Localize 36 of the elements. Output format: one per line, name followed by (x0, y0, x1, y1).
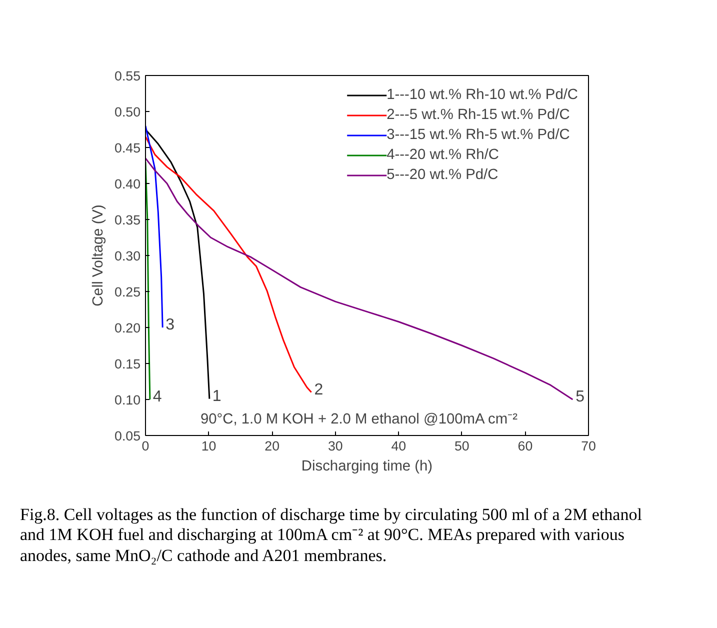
y-tick-label: 0.20 (114, 320, 141, 336)
caption: Fig.8. Cell voltages as the function of discharge time by circulating 500 ml of a 2M ethanol and 1M KOH fuel and discharging at 100mA cm⁻² at 90°C. MEAs prepared with various anodes, same MnO₂/C cathode and A201 membranes. (20, 505, 643, 566)
x-tick-label: 30 (328, 438, 343, 454)
legend-label: 3---15 wt.% Rh-5 wt.% Pd/C (386, 127, 570, 143)
y-tick-label: 0.35 (114, 212, 141, 228)
x-tick-label: 10 (201, 438, 216, 454)
annotation: 1 (212, 388, 222, 405)
y-tick-label: 0.30 (114, 248, 141, 264)
y-tick-label: 0.05 (114, 428, 141, 444)
x-tick-label: 0 (142, 438, 150, 454)
y-tick-label: 0.45 (114, 140, 141, 156)
x-tick-label: 60 (518, 438, 533, 454)
line-series (146, 125, 164, 328)
x-tick-label: 70 (581, 438, 596, 454)
y-axis-title: Cell Voltage (V) (90, 204, 107, 306)
x-tick-label: 40 (391, 438, 406, 454)
legend-label: 4---20 wt.% Rh/C (386, 147, 499, 163)
annotation: 3 (166, 316, 175, 334)
y-tick-label: 0.55 (114, 68, 141, 84)
y-tick-label: 0.15 (114, 356, 141, 372)
y-tick-label: 0.10 (114, 392, 141, 408)
annotation: 90°C, 1.0 M KOH + 2.0 M ethanol @100mA cm⁻² (200, 412, 518, 428)
x-axis-title: Discharging time (h) (301, 458, 433, 474)
line-series (146, 158, 574, 400)
legend-label: 2---5 wt.% Rh-15 wt.% Pd/C (386, 107, 570, 123)
annotation: 4 (152, 388, 162, 406)
legend-label: 1---10 wt.% Rh-10 wt.% Pd/C (386, 87, 578, 103)
line-series (146, 161, 151, 400)
annotation: 2 (314, 381, 324, 398)
x-tick-label: 50 (454, 438, 470, 454)
y-tick-label: 0.50 (114, 104, 141, 120)
y-tick-label: 0.40 (114, 176, 141, 192)
annotation: 5 (576, 388, 585, 406)
x-tick-label: 20 (264, 438, 280, 454)
legend-label: 5---20 wt.% Pd/C (386, 167, 498, 183)
y-tick-label: 0.25 (114, 284, 141, 300)
